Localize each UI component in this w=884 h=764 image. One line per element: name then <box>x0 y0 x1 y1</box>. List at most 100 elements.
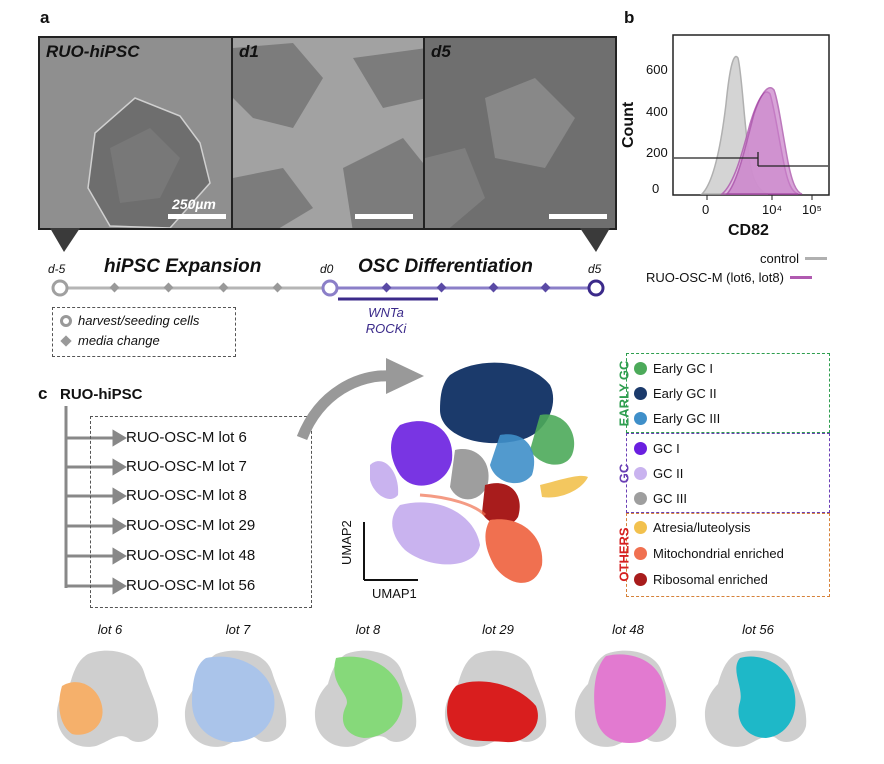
flow-ytick-0: 0 <box>652 181 660 196</box>
legend-media: media change <box>60 333 160 348</box>
lot-box <box>90 416 312 608</box>
differentiation-label: OSC Differentiation <box>358 256 533 277</box>
image-label-d5: d5 <box>431 42 451 61</box>
treatment-wnta: WNTa <box>368 305 404 320</box>
timeline-legend <box>52 307 236 357</box>
cluster-gc-3: GC III <box>634 491 687 506</box>
treatment-rocki: ROCKi <box>365 321 407 336</box>
flow-legend-control-text: control <box>760 251 800 266</box>
osc-swatch <box>789 276 812 279</box>
cluster-label: Early GC II <box>653 386 717 401</box>
media-diamond-icon <box>60 334 72 347</box>
flow-xtick-1e5: 10⁵ <box>802 202 822 217</box>
control-swatch <box>805 257 828 260</box>
scale-bar-d5 <box>549 214 607 219</box>
treatment-label: WNTa ROCKi <box>356 305 416 337</box>
image-label-d1: d1 <box>239 42 259 61</box>
cluster-label: Atresia/luteolysis <box>653 520 751 535</box>
flow-histogram <box>672 34 830 200</box>
cluster-dot <box>634 362 647 375</box>
flow-ylabel-text: Count <box>620 101 637 148</box>
scale-bar <box>168 214 226 219</box>
harvest-circle-icon <box>60 314 72 327</box>
cluster-dot <box>634 387 647 400</box>
cluster-dot <box>634 467 647 480</box>
day-label-start: d-5 <box>48 262 66 276</box>
lot-umap-title: lot 48 <box>612 622 644 637</box>
micrograph-d1: d1 <box>231 36 425 230</box>
lot-umap-title: lot 56 <box>742 622 774 637</box>
day-label-d5: d5 <box>588 262 602 276</box>
cluster-label: Mitochondrial enriched <box>653 546 784 561</box>
group-title-early-gc: EARLY GC <box>616 360 632 427</box>
flow-ytick-200: 200 <box>646 145 668 160</box>
panel-letter-a: a <box>40 8 50 27</box>
lot-umap-plot <box>56 650 159 747</box>
cluster-label: GC II <box>653 466 684 481</box>
cluster-dot <box>634 521 647 534</box>
image-label-hipsc: RUO-hiPSC <box>46 42 140 61</box>
cluster-label: GC I <box>653 441 680 456</box>
lot-umap-title: lot 8 <box>355 622 381 637</box>
lot-item-8: RUO-OSC-M lot 8 <box>126 487 247 504</box>
lot-umap-plot <box>574 650 677 747</box>
lot-umap-highlight <box>736 656 796 738</box>
panel-letter-c: c <box>38 384 48 403</box>
flow-legend-control: control <box>760 251 828 266</box>
lot-umap-plot <box>184 650 287 747</box>
cluster-dot <box>634 492 647 505</box>
legend-harvest-text: harvest/seeding cells <box>78 313 200 328</box>
callout-pointer-right <box>580 228 610 252</box>
cluster-label: Early GC I <box>653 361 713 376</box>
panel-letter-b: b <box>624 8 635 27</box>
cluster-group-others <box>626 513 830 597</box>
cluster-dot <box>634 442 647 455</box>
callout-pointer-left <box>50 228 80 252</box>
umap-main <box>370 362 588 583</box>
scale-bar-label: 250µm <box>172 196 216 212</box>
lot-umap-plot <box>704 650 807 747</box>
umap-ylabel: UMAP2 <box>339 520 354 565</box>
timeline-axis <box>51 279 605 301</box>
cluster-dot <box>634 573 647 586</box>
cluster-gc-2: GC II <box>634 466 683 481</box>
cluster-gc-1: GC I <box>634 441 680 456</box>
cluster-label: GC III <box>653 491 687 506</box>
cluster-dot <box>634 547 647 560</box>
cluster-others-2: Mitochondrial enriched <box>634 546 784 561</box>
cluster-others-1: Atresia/luteolysis <box>634 520 751 535</box>
flow-legend-osc: RUO-OSC-M (lot6, lot8) <box>646 270 812 285</box>
lot-umap-title: lot 6 <box>97 622 123 637</box>
lineage-root: RUO-hiPSC <box>60 386 143 403</box>
lot-umap-highlight <box>594 654 666 743</box>
lot-umap-plot <box>444 650 547 747</box>
micrograph-d5: d5 <box>423 36 617 230</box>
flow-ytick-400: 400 <box>646 104 668 119</box>
legend-harvest: harvest/seeding cells <box>60 313 199 328</box>
cluster-label: Ribosomal enriched <box>653 572 768 587</box>
lot-umap-highlight <box>447 681 538 743</box>
flow-xtick-1e4: 10⁴ <box>762 202 783 217</box>
lot-item-7: RUO-OSC-M lot 7 <box>126 458 247 475</box>
lot-item-29: RUO-OSC-M lot 29 <box>126 517 256 534</box>
umap-axes <box>363 522 418 581</box>
lot-umap-highlight <box>59 682 103 735</box>
micrograph-hipsc: RUO-hiPSC 250µm <box>38 36 233 230</box>
lot-item-48: RUO-OSC-M lot 48 <box>126 547 256 564</box>
expansion-label: hiPSC Expansion <box>104 256 262 277</box>
lot-item-56: RUO-OSC-M lot 56 <box>126 577 256 594</box>
cluster-group-gc <box>626 433 830 513</box>
lot-umap-highlight <box>192 656 275 742</box>
umap-xlabel: UMAP1 <box>372 586 417 601</box>
scale-bar-d1 <box>355 214 413 219</box>
cluster-others-3: Ribosomal enriched <box>634 572 768 587</box>
flow-xtick-0: 0 <box>702 202 710 217</box>
lot-item-6: RUO-OSC-M lot 6 <box>126 429 247 446</box>
cluster-dot <box>634 412 647 425</box>
cluster-early-gc-2: Early GC II <box>634 386 717 401</box>
flow-ytick-600: 600 <box>646 62 668 77</box>
lot-umap-highlight <box>334 656 403 738</box>
group-title-gc: GC <box>616 463 632 484</box>
legend-media-text: media change <box>78 333 160 348</box>
lot-umap-title: lot 7 <box>225 622 251 637</box>
